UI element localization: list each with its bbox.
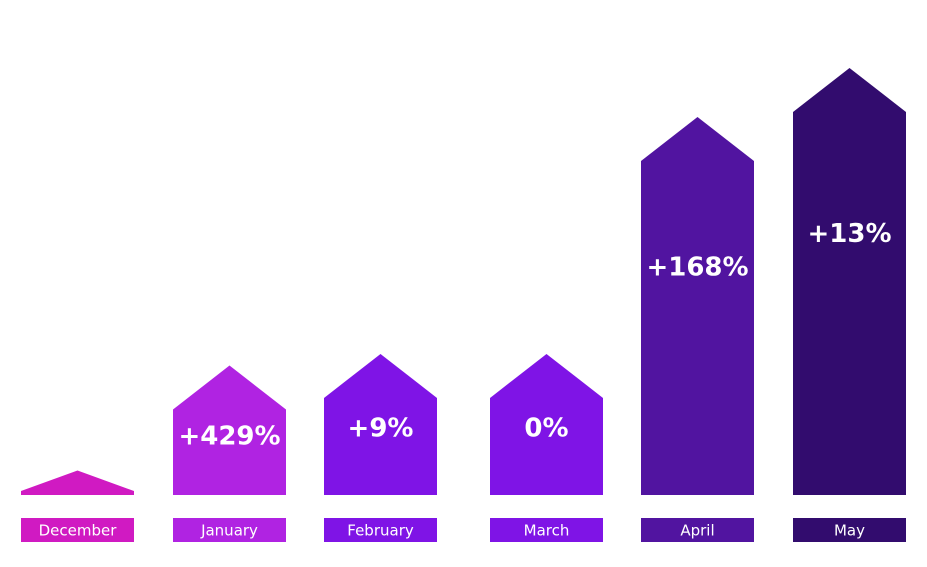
tick-label-december: December bbox=[39, 522, 118, 540]
tick-label-february: February bbox=[347, 522, 414, 540]
tick-box-december bbox=[21, 518, 134, 542]
tick-box-may bbox=[793, 518, 906, 542]
percent-label-april: +168% bbox=[646, 252, 748, 282]
bar-april bbox=[641, 117, 754, 495]
percent-labels-layer: +429% +9% 0% +168% +13% bbox=[178, 219, 891, 451]
tick-box-march bbox=[490, 518, 603, 542]
tick-box-february bbox=[324, 518, 437, 542]
bar-march bbox=[490, 353, 603, 495]
tick-box-january bbox=[173, 518, 286, 542]
bar-december bbox=[21, 470, 134, 495]
tick-box-april bbox=[641, 518, 754, 542]
category-ticks-layer: December January February March April May bbox=[21, 518, 906, 542]
tick-label-may: May bbox=[834, 522, 865, 540]
bar-may bbox=[793, 68, 906, 495]
bar-february bbox=[324, 353, 437, 495]
percent-label-february: +9% bbox=[348, 414, 414, 444]
percent-label-january: +429% bbox=[178, 421, 280, 451]
tick-label-march: March bbox=[524, 522, 570, 540]
percent-label-may: +13% bbox=[807, 219, 891, 249]
bar-january bbox=[173, 365, 286, 495]
tick-label-january: January bbox=[200, 522, 258, 540]
percent-label-march: 0% bbox=[524, 414, 568, 444]
tick-label-april: April bbox=[680, 522, 714, 540]
bars-layer bbox=[21, 68, 906, 495]
